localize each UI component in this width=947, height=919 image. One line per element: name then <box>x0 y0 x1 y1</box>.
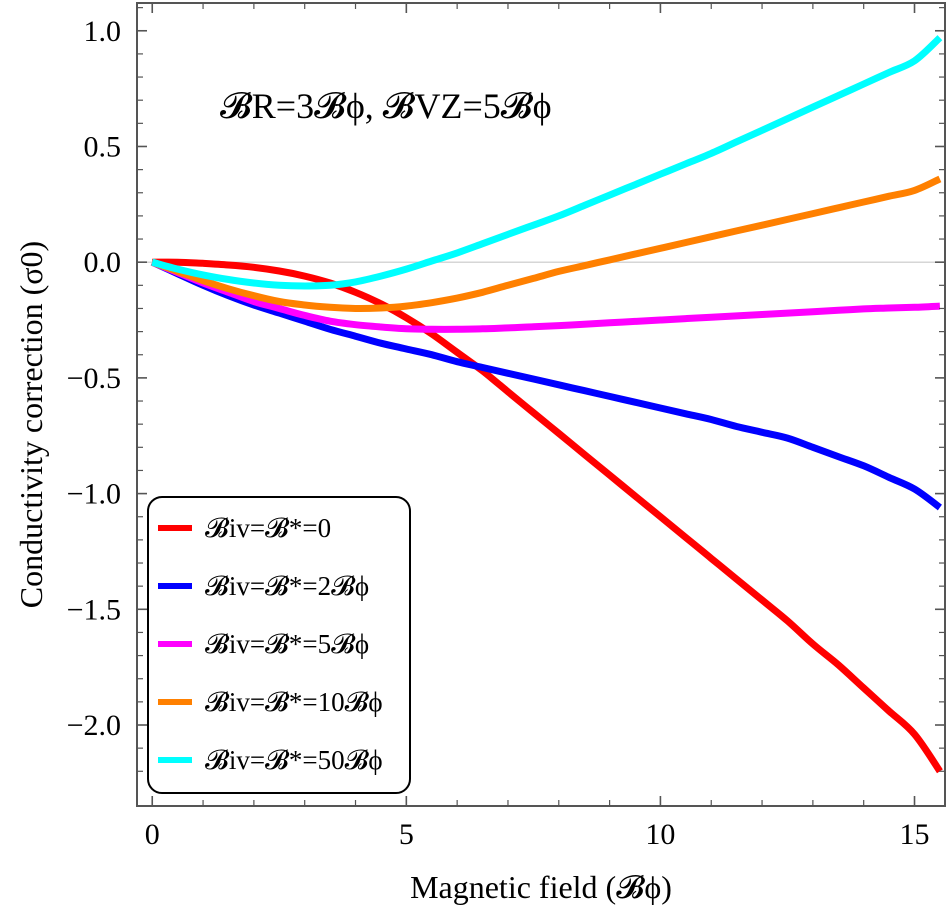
series-line-0 <box>152 258 943 774</box>
y-tick-label: 1.0 <box>84 15 122 48</box>
y-tick-label: −1.5 <box>67 593 121 626</box>
y-tick-label: −2.0 <box>67 709 121 742</box>
series-layer <box>150 35 943 774</box>
y-tick-labels: 1.0 0.5 0.0 −0.5 −1.0 −1.5 −2.0 <box>67 15 121 742</box>
tick-marks <box>137 3 945 806</box>
legend-box <box>147 496 411 794</box>
legend-entry-label: 𝓑iv=𝓑*=50𝓑ϕ <box>205 745 383 775</box>
series-line-3 <box>151 175 942 313</box>
x-tick-labels: 0 5 10 15 <box>145 818 930 851</box>
x-tick-label: 0 <box>145 818 160 851</box>
series-line-1 <box>150 258 943 511</box>
y-tick-label: 0.0 <box>84 246 122 279</box>
parameter-annotation: 𝓑R=3𝓑ϕ, 𝓑VZ=5𝓑ϕ <box>220 86 552 126</box>
series-line-2 <box>150 258 941 333</box>
y-tick-label: −0.5 <box>67 362 121 395</box>
plot-frame <box>136 2 946 807</box>
series-line-4 <box>151 35 943 290</box>
legend-entry-label: 𝓑iv=𝓑*=10𝓑ϕ <box>205 687 383 717</box>
x-tick-label: 10 <box>645 818 675 851</box>
legend-entry-label: 𝓑iv=𝓑*=0 <box>205 513 331 543</box>
y-tick-label: −1.0 <box>67 478 121 511</box>
x-axis-title: Magnetic field (𝓑ϕ) <box>410 869 672 905</box>
legend-entry-label: 𝓑iv=𝓑*=2𝓑ϕ <box>205 571 369 601</box>
x-tick-label: 5 <box>399 818 414 851</box>
x-tick-label: 15 <box>900 818 930 851</box>
y-axis-title: Conductivity correction (σ0) <box>13 241 49 608</box>
y-tick-label: 0.5 <box>84 130 122 163</box>
legend: 𝓑iv=𝓑*=0 𝓑iv=𝓑*=2𝓑ϕ 𝓑iv=𝓑*=5𝓑ϕ 𝓑iv=𝓑*=10𝓑ϕ 𝓑… <box>147 496 411 794</box>
legend-entry-label: 𝓑iv=𝓑*=5𝓑ϕ <box>205 629 369 659</box>
